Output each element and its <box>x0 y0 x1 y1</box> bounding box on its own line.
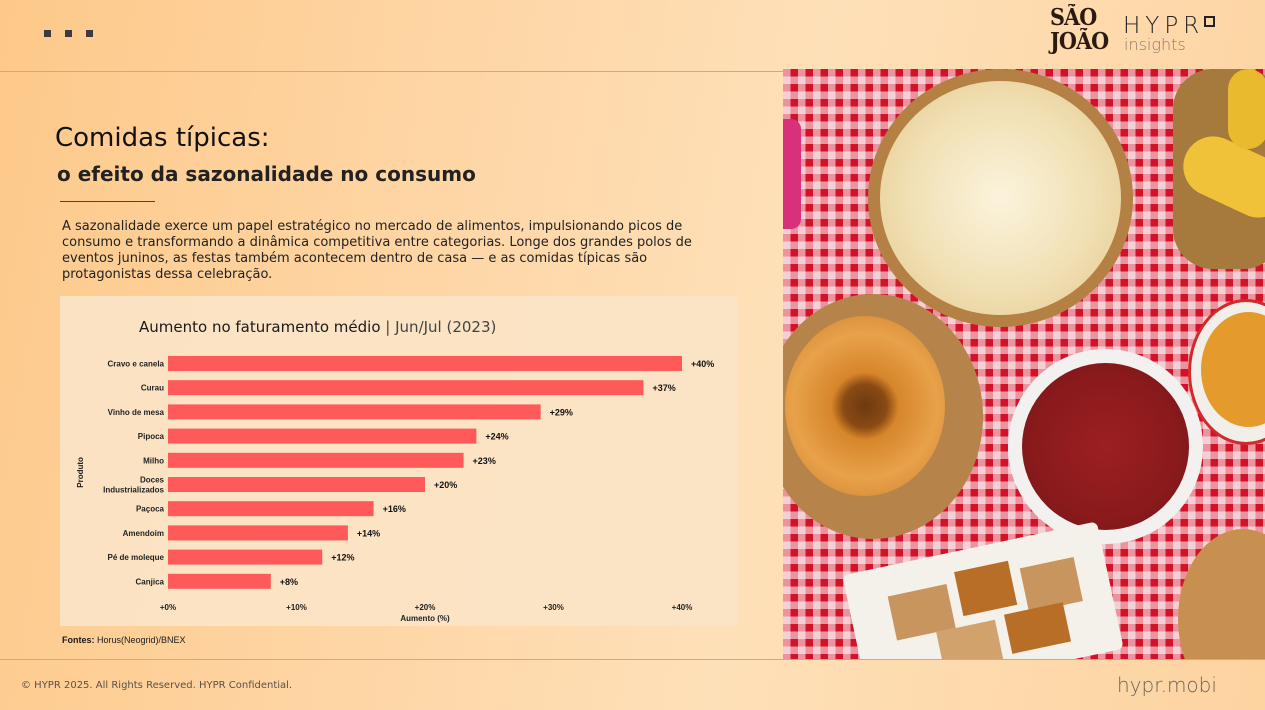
hypr-insights-label: insights <box>1124 35 1186 54</box>
chart-title-separator: | <box>385 318 391 336</box>
chart-title-period: Jun/Jul (2023) <box>395 318 497 336</box>
category-label: Industrializados <box>103 486 164 495</box>
category-label: Milho <box>143 456 164 465</box>
sources-value: Horus(Neogrid)/BNEX <box>97 635 186 645</box>
x-tick-label: +20% <box>415 603 436 612</box>
bar <box>168 404 541 420</box>
bar-value-label: +29% <box>550 407 573 417</box>
copyright-text: © HYPR 2025. All Rights Reserved. HYPR C… <box>21 680 293 691</box>
x-axis-label: Aumento (%) <box>400 614 450 623</box>
bandeirinha-decoration <box>783 119 801 229</box>
bar <box>168 525 348 541</box>
bar-value-label: +20% <box>434 480 457 490</box>
corn-basket <box>1173 69 1265 269</box>
bar <box>168 477 425 492</box>
footer-divider <box>0 659 1265 660</box>
bar <box>168 380 644 396</box>
bar <box>168 549 323 565</box>
x-tick-label: +10% <box>286 603 307 612</box>
x-tick-label: +30% <box>543 603 564 612</box>
bar-value-label: +24% <box>485 432 508 442</box>
title-divider <box>60 201 155 202</box>
bar-value-label: +8% <box>280 577 298 587</box>
category-label: Pipoca <box>138 432 165 441</box>
category-label: Curau <box>141 384 164 393</box>
more-dots-icon[interactable] <box>44 30 93 37</box>
bar-chart: +40% Cravo e canela +37% Curau +29% Vinho de … <box>76 356 714 623</box>
category-label: Doces <box>140 476 165 485</box>
bar-value-label: +40% <box>691 359 714 369</box>
chart-title-main: Aumento no faturamento médio <box>139 318 381 336</box>
bar <box>168 501 374 517</box>
corn-kernels-bowl <box>1188 299 1265 445</box>
bar-value-label: +12% <box>331 553 354 563</box>
x-tick-label: +40% <box>672 603 693 612</box>
top-bar: SÃO JOÃO HYPR insights <box>0 0 1265 72</box>
page-subtitle: o efeito da sazonalidade no consumo <box>57 162 476 186</box>
bar <box>168 452 464 468</box>
category-label: Vinho de mesa <box>108 408 165 417</box>
peanuts-bowl <box>1008 349 1203 544</box>
sao-joao-logo: SÃO JOÃO <box>1050 6 1112 60</box>
site-url[interactable]: hypr.mobi <box>1117 673 1217 697</box>
page-title: Comidas típicas: <box>55 123 270 153</box>
hypr-logo-text: HYPR <box>1123 13 1205 39</box>
wood-board <box>1178 529 1265 659</box>
bar <box>168 428 477 444</box>
festa-junina-food-photo <box>783 69 1265 659</box>
category-label: Cravo e canela <box>108 360 165 369</box>
chart-title: Aumento no faturamento médio | Jun/Jul (… <box>139 318 496 336</box>
category-label: Canjica <box>136 577 165 586</box>
bar-value-label: +37% <box>652 383 675 393</box>
hypr-logo-square-icon <box>1204 16 1216 27</box>
bar-value-label: +16% <box>383 504 406 514</box>
logo-event-line2: JOÃO <box>1050 28 1109 55</box>
bar <box>168 573 271 589</box>
logo-event-line1: SÃO <box>1050 4 1097 31</box>
category-label: Paçoca <box>136 505 165 514</box>
category-label: Amendoim <box>123 529 164 538</box>
hypr-logo: HYPR <box>1123 13 1216 39</box>
x-tick-label: +0% <box>160 603 176 612</box>
sources-label: Fontes: <box>62 635 95 645</box>
bar-value-label: +23% <box>473 456 496 466</box>
popcorn-bowl <box>868 69 1133 327</box>
bar <box>168 356 682 371</box>
intro-paragraph: A sazonalidade exerce um papel estratégi… <box>62 219 692 282</box>
sources-note: Fontes: Horus(Neogrid)/BNEX <box>62 635 186 645</box>
category-label: Pé de moleque <box>108 553 165 562</box>
pacoca-plate <box>842 521 1124 659</box>
bar-value-label: +14% <box>357 528 380 538</box>
cake-board <box>783 294 983 539</box>
y-axis-label: Produto <box>76 457 85 488</box>
